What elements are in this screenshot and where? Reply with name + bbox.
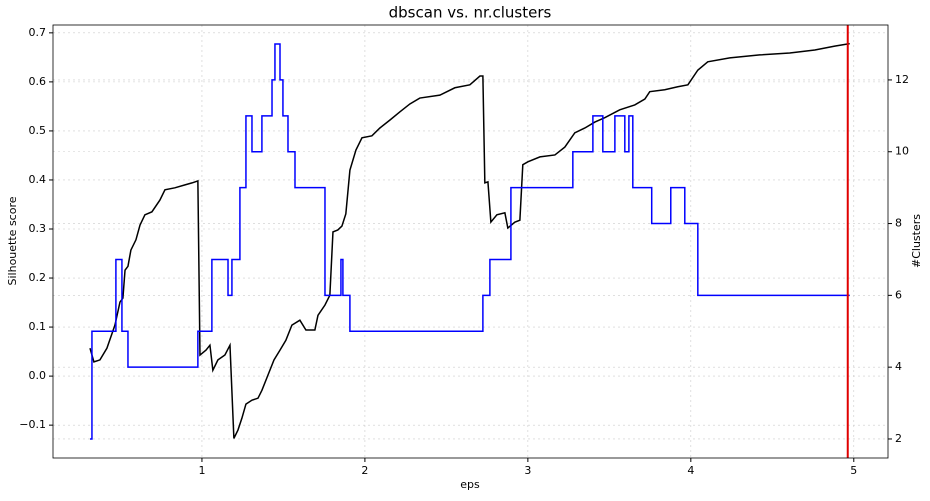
y-tick-label: 0.6	[29, 75, 47, 88]
y-tick-label: 0.3	[29, 222, 47, 235]
y-tick-label: 0.2	[29, 271, 47, 284]
series-line	[89, 42, 850, 439]
y2-tick-label: 12	[895, 73, 909, 86]
y2-tick-label: 4	[895, 360, 902, 373]
y2-tick-label: 10	[895, 145, 909, 158]
chart-title: dbscan vs. nr.clusters	[389, 4, 552, 22]
x-tick-label: 2	[361, 464, 368, 477]
x-tick-label: 3	[524, 464, 531, 477]
x-tick-label: 1	[198, 464, 205, 477]
x-axis-label: eps	[460, 478, 480, 491]
y-tick-label: 0.0	[29, 369, 47, 382]
series-line	[89, 43, 850, 440]
y2-tick-label: 6	[895, 288, 902, 301]
y2-tick-label: 8	[895, 217, 902, 230]
y-axis-label: Silhouette score	[6, 196, 19, 285]
y-tick-label: 0.1	[29, 320, 47, 333]
plot-frame	[52, 24, 889, 459]
y-tick-label: 0.5	[29, 124, 47, 137]
y-tick-label: 0.7	[29, 26, 47, 39]
y-tick-label: −0.1	[19, 418, 46, 431]
x-tick-label: 5	[850, 464, 857, 477]
y2-tick-label: 2	[895, 432, 902, 445]
x-tick-label: 4	[687, 464, 694, 477]
y-tick-label: 0.4	[29, 173, 47, 186]
y2-axis-label: #Clusters	[910, 214, 923, 268]
